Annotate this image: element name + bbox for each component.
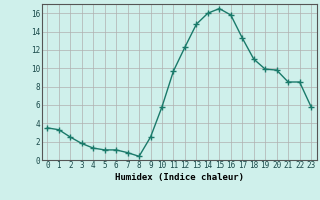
X-axis label: Humidex (Indice chaleur): Humidex (Indice chaleur) [115,173,244,182]
